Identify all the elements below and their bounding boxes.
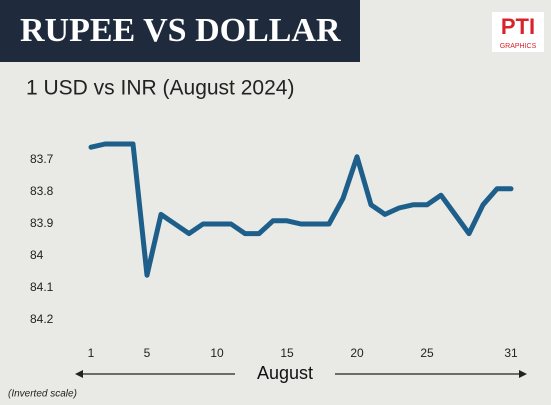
x-axis-label: August — [257, 363, 313, 383]
page: RUPEE VS DOLLAR PTI GRAPHICS 1 USD vs IN… — [0, 0, 551, 405]
chart-subtitle: 1 USD vs INR (August 2024) — [26, 77, 294, 100]
x-tick-label: 1 — [88, 346, 95, 360]
logo: PTI — [501, 14, 535, 39]
note: (Inverted scale) — [8, 389, 77, 400]
y-tick-label: 84.2 — [30, 312, 54, 326]
x-tick-label: 15 — [280, 346, 294, 360]
y-tick-label: 83.7 — [30, 152, 54, 166]
x-tick-label: 25 — [420, 346, 434, 360]
logo-sub: GRAPHICS — [500, 43, 537, 50]
y-tick-label: 84 — [30, 248, 44, 262]
y-tick-label: 83.8 — [30, 184, 54, 198]
x-tick-label: 20 — [350, 346, 364, 360]
y-tick-label: 83.9 — [30, 216, 54, 230]
x-tick-label: 10 — [210, 346, 224, 360]
chart-title: RUPEE VS DOLLAR — [20, 12, 341, 49]
x-tick-label: 5 — [144, 346, 151, 360]
chart: RUPEE VS DOLLAR PTI GRAPHICS 1 USD vs IN… — [0, 0, 551, 405]
y-tick-label: 84.1 — [30, 280, 54, 294]
x-tick-label: 31 — [504, 346, 518, 360]
